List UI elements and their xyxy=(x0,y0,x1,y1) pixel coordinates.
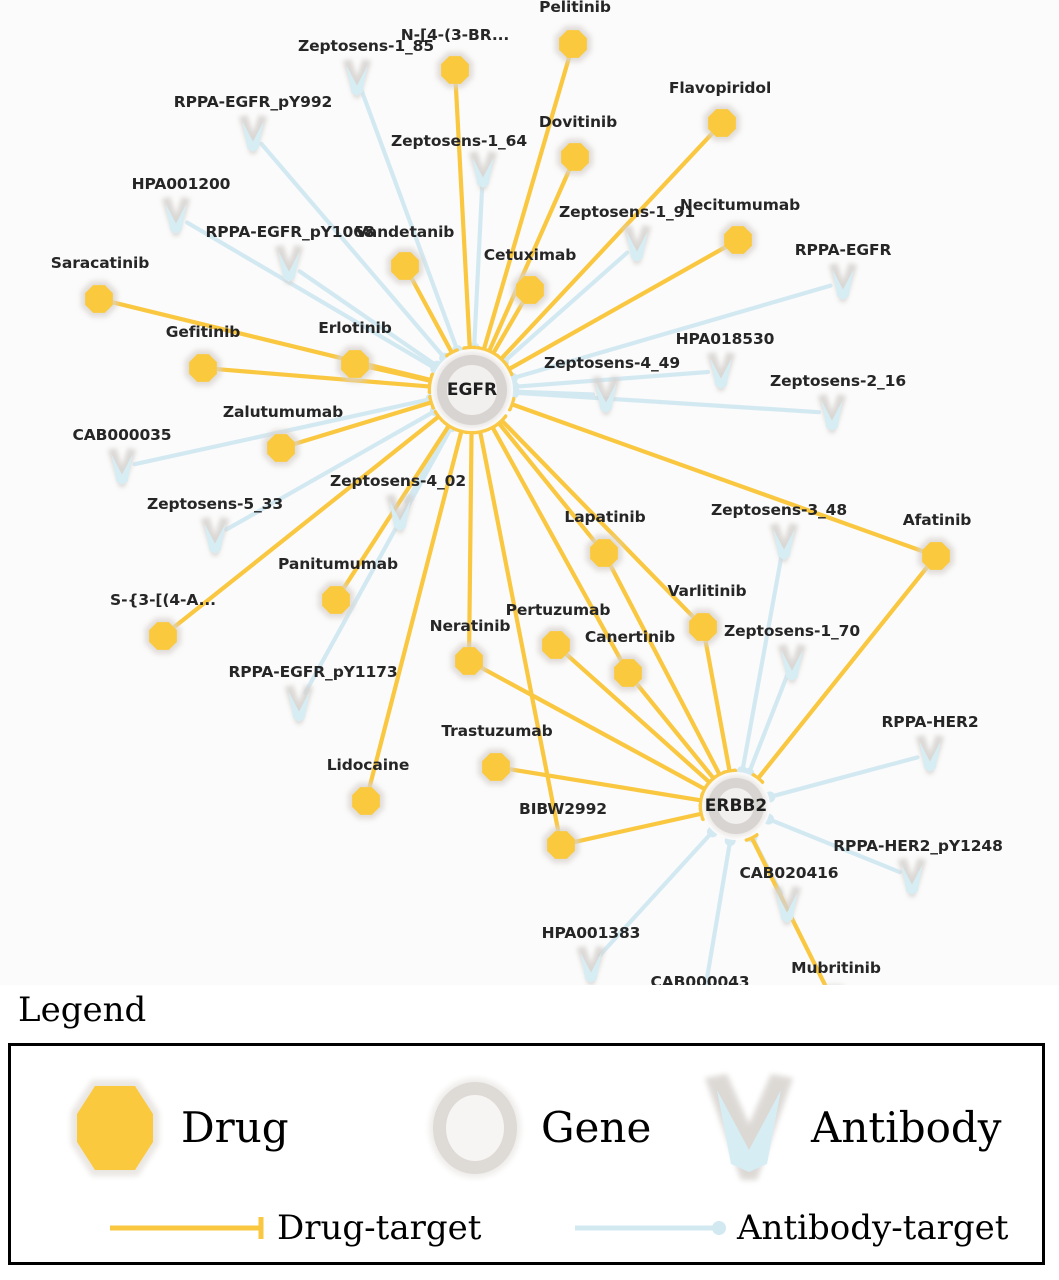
octagon-icon xyxy=(71,1080,159,1176)
graph-edge xyxy=(359,88,463,357)
graph-edge xyxy=(453,80,478,351)
antibody-node[interactable] xyxy=(706,352,736,391)
graph-edge xyxy=(171,409,445,631)
graph-edge xyxy=(472,428,561,835)
legend-label-drug-target: Drug-target xyxy=(277,1208,482,1248)
legend-title: Legend xyxy=(18,990,147,1030)
antibody-node[interactable] xyxy=(107,448,137,487)
legend-item-antibody-target: Antibody-target xyxy=(571,1211,1008,1245)
legend-label-antibody: Antibody xyxy=(811,1103,1002,1152)
graph-edge xyxy=(486,299,526,359)
antibody-node[interactable] xyxy=(284,685,314,724)
graph-edge xyxy=(764,755,920,803)
antibody-node[interactable] xyxy=(161,197,191,236)
antibody-node[interactable] xyxy=(238,115,268,154)
legend-label-antibody-target: Antibody-target xyxy=(737,1208,1009,1248)
drug-node[interactable] xyxy=(450,642,488,680)
antibody-node[interactable] xyxy=(817,394,847,433)
graph-edge xyxy=(365,364,435,389)
antibody-node[interactable] xyxy=(274,245,304,284)
drug-node[interactable] xyxy=(144,617,182,655)
antibody-node[interactable] xyxy=(622,225,652,264)
network-graph[interactable] xyxy=(0,0,1059,1000)
drug-node[interactable] xyxy=(477,748,515,786)
drug-node[interactable] xyxy=(262,429,300,467)
legend-box: Drug Gene Antibody xyxy=(8,1043,1045,1265)
antibody-node[interactable] xyxy=(591,376,621,415)
ring-icon xyxy=(429,1078,521,1178)
graph-edge xyxy=(463,429,480,651)
drug-node[interactable] xyxy=(80,280,118,318)
legend-label-gene: Gene xyxy=(541,1103,652,1152)
graph-edge xyxy=(634,680,721,785)
drug-node[interactable] xyxy=(336,345,374,383)
drug-node[interactable] xyxy=(585,534,623,572)
antibody-node[interactable] xyxy=(385,494,415,533)
antibody-node[interactable] xyxy=(342,59,372,98)
graph-edge xyxy=(701,835,736,1000)
legend-item-antibody: Antibody xyxy=(697,1068,1001,1188)
graph-edge xyxy=(571,806,706,845)
tee-line-icon xyxy=(110,1217,264,1239)
antibody-node[interactable] xyxy=(772,886,802,925)
antibody-node[interactable] xyxy=(576,946,606,985)
graph-edge xyxy=(751,564,930,785)
chevron-icon xyxy=(705,1074,793,1180)
graph-edge xyxy=(508,387,822,415)
drug-node[interactable] xyxy=(719,221,757,259)
network-canvas[interactable]: Zeptosens-1_85 RPPA-EGFR_pY992 Zeptosens-1… xyxy=(0,0,1059,1000)
legend-item-gene: Gene xyxy=(419,1068,651,1188)
drug-node[interactable] xyxy=(511,271,549,309)
drug-node[interactable] xyxy=(347,782,385,820)
graph-edge xyxy=(507,396,926,554)
gene-node-erbb2[interactable] xyxy=(702,772,770,840)
drug-node[interactable] xyxy=(554,25,592,63)
graph-edge xyxy=(367,427,469,791)
legend-label-drug: Drug xyxy=(181,1103,289,1152)
graph-edge xyxy=(478,665,710,797)
legend-panel: Legend Drug Gene xyxy=(0,985,1059,1280)
drug-node[interactable] xyxy=(386,247,424,285)
antibody-node[interactable] xyxy=(468,151,498,190)
drug-node[interactable] xyxy=(317,581,355,619)
graph-edge xyxy=(485,422,624,664)
graph-edge xyxy=(506,766,705,808)
graph-edge xyxy=(597,826,718,958)
antibody-node[interactable] xyxy=(769,523,799,562)
drug-node[interactable] xyxy=(917,537,955,575)
antibody-node[interactable] xyxy=(777,644,807,683)
drug-node[interactable] xyxy=(542,826,580,864)
antibody-node[interactable] xyxy=(915,735,945,774)
antibody-node[interactable] xyxy=(897,858,927,897)
graph-edge xyxy=(762,813,903,875)
drug-node[interactable] xyxy=(556,138,594,176)
drug-node[interactable] xyxy=(703,104,741,142)
legend-item-drug-target: Drug-target xyxy=(106,1211,481,1245)
legend-item-drug: Drug xyxy=(59,1068,289,1188)
graph-edge xyxy=(503,244,729,377)
graph-edge xyxy=(495,414,697,620)
graph-edge xyxy=(703,637,738,775)
dot-line-icon xyxy=(575,1221,726,1235)
graph-edge xyxy=(409,275,459,358)
antibody-node[interactable] xyxy=(828,263,858,302)
gene-node-egfr[interactable] xyxy=(431,349,513,431)
drug-node[interactable] xyxy=(537,626,575,664)
drug-node[interactable] xyxy=(436,51,474,89)
drug-node[interactable] xyxy=(684,608,722,646)
drug-node[interactable] xyxy=(609,654,647,692)
node-layer xyxy=(80,25,955,1000)
graph-edge xyxy=(291,394,436,447)
antibody-node[interactable] xyxy=(200,517,230,556)
drug-node[interactable] xyxy=(184,349,222,387)
edge-layer xyxy=(109,54,930,1000)
